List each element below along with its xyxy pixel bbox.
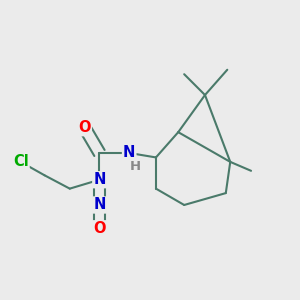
Text: N: N — [123, 146, 135, 160]
Text: H: H — [130, 160, 141, 173]
Text: O: O — [93, 221, 106, 236]
Text: Cl: Cl — [13, 154, 28, 169]
Text: N: N — [93, 197, 106, 212]
Text: N: N — [93, 172, 106, 187]
Text: O: O — [78, 120, 91, 135]
